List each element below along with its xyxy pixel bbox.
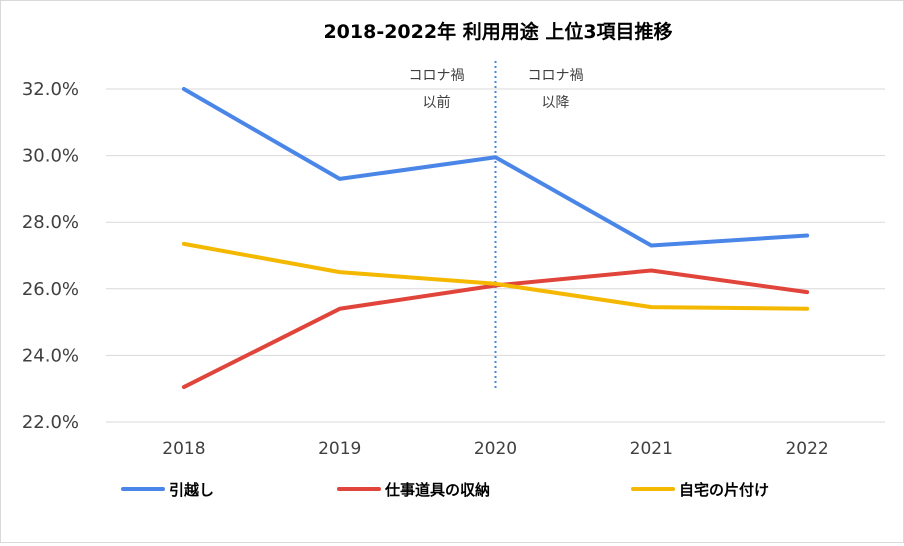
legend-label: 仕事道具の収納	[384, 481, 490, 499]
x-tick-label: 2019	[318, 439, 361, 459]
legend-label: 引越し	[169, 481, 214, 499]
y-tick-label: 24.0%	[22, 345, 79, 366]
y-tick-label: 28.0%	[22, 212, 79, 233]
legend-label: 自宅の片付け	[679, 481, 769, 499]
x-axis-ticks: 2018 2019 2020 2021 2022	[162, 439, 828, 459]
x-tick-label: 2018	[162, 439, 205, 459]
y-axis-ticks: 22.0% 24.0% 26.0% 28.0% 30.0% 32.0%	[22, 79, 79, 433]
annotation-after: コロナ禍	[528, 68, 584, 84]
x-tick-label: 2020	[474, 439, 517, 459]
y-tick-label: 32.0%	[22, 79, 79, 100]
annotation-before: 以前	[423, 94, 451, 111]
annotation-after: 以降	[542, 95, 570, 111]
x-tick-label: 2022	[785, 439, 828, 459]
chart-title: 2018-2022年 利用用途 上位3項目推移	[323, 20, 672, 43]
x-tick-label: 2021	[630, 439, 673, 459]
y-tick-label: 30.0%	[22, 146, 79, 167]
annotation-before: コロナ禍	[409, 68, 465, 84]
legend: 引越し 仕事道具の収納 自宅の片付け	[123, 481, 769, 499]
y-tick-label: 22.0%	[22, 412, 79, 433]
y-tick-label: 26.0%	[22, 279, 79, 300]
